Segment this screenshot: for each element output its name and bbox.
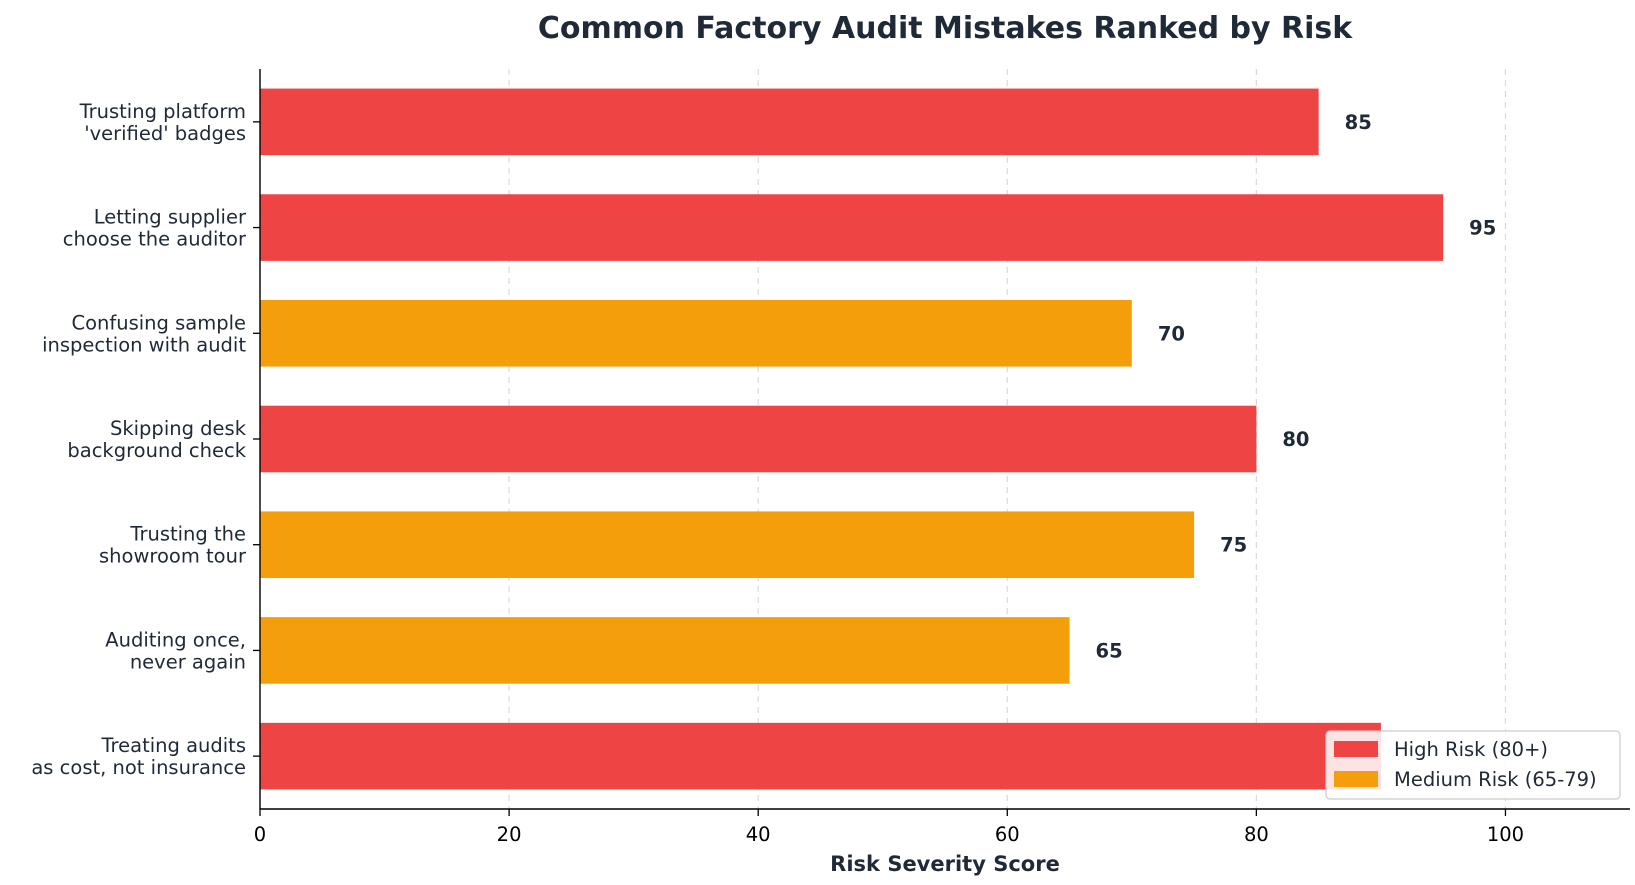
value-label: 75 <box>1220 534 1247 557</box>
value-label: 85 <box>1345 111 1372 134</box>
value-label: 95 <box>1469 217 1496 240</box>
y-tick-label-line: Skipping desk <box>110 417 247 440</box>
x-tick-label: 0 <box>254 823 266 846</box>
y-tick-label-line: background check <box>67 439 246 462</box>
x-tick-label: 40 <box>746 823 771 846</box>
y-tick-label: Trusting the showroom tour <box>99 523 247 568</box>
y-tick-label: Auditing once, never again <box>105 628 246 673</box>
y-tick-label-line: choose the auditor <box>63 228 247 251</box>
chart-title: Common Factory Audit Mistakes Ranked by … <box>538 11 1353 46</box>
bar <box>260 617 1070 684</box>
y-tick-label-line: never again <box>130 650 246 673</box>
y-tick-label: Treating audits as cost, not insurance <box>31 734 246 779</box>
value-label: 80 <box>1282 428 1309 451</box>
x-tick-labels: 0 20 40 60 80 100 <box>254 809 1524 846</box>
y-tick-label: Skipping desk background check <box>67 417 246 462</box>
bars <box>260 88 1444 790</box>
y-tick-label-line: Letting supplier <box>94 206 247 229</box>
y-tick-label-line: inspection with audit <box>42 333 246 356</box>
y-tick-label: Trusting platform'verified' badges <box>79 100 246 145</box>
legend-label-medium: Medium Risk (65-79) <box>1394 768 1597 791</box>
legend: High Risk (80+) Medium Risk (65-79) <box>1325 730 1621 800</box>
y-tick-label-line: Treating audits <box>101 734 247 757</box>
grid-lines <box>508 69 1507 809</box>
y-tick-labels: Trusting platform'verified' badges Lettin… <box>31 100 260 779</box>
y-tick-label-line: Trusting platform <box>79 100 246 123</box>
y-tick-label: Letting supplier choose the auditor <box>63 206 247 251</box>
bar <box>260 511 1195 579</box>
bar <box>260 722 1381 790</box>
legend-swatch-medium <box>1334 771 1378 787</box>
bar <box>260 405 1257 473</box>
legend-label-high: High Risk (80+) <box>1394 738 1548 761</box>
bar <box>260 88 1319 156</box>
y-tick-label-line: Auditing once, <box>105 628 246 651</box>
y-tick-label-line: as cost, not insurance <box>31 756 246 779</box>
bar <box>260 299 1132 367</box>
value-label: 70 <box>1158 322 1185 345</box>
y-tick-label-line: Trusting the <box>129 523 246 546</box>
bar <box>260 194 1444 261</box>
value-labels: 85 95 70 80 75 65 <box>1096 111 1497 663</box>
x-tick-label: 60 <box>995 823 1020 846</box>
y-tick-label-line: showroom tour <box>99 545 247 568</box>
y-tick-label-line: 'verified' badges <box>84 122 246 145</box>
legend-swatch-high <box>1334 741 1378 757</box>
x-tick-label: 20 <box>497 823 522 846</box>
y-tick-label: Confusing sample inspection with audit <box>42 311 246 356</box>
x-tick-label: 80 <box>1244 823 1269 846</box>
x-tick-label: 100 <box>1487 823 1524 846</box>
value-label: 65 <box>1096 639 1123 662</box>
x-axis-label: Risk Severity Score <box>830 852 1060 876</box>
legend-box <box>1325 730 1621 800</box>
y-tick-label-line: Confusing sample <box>71 311 246 334</box>
